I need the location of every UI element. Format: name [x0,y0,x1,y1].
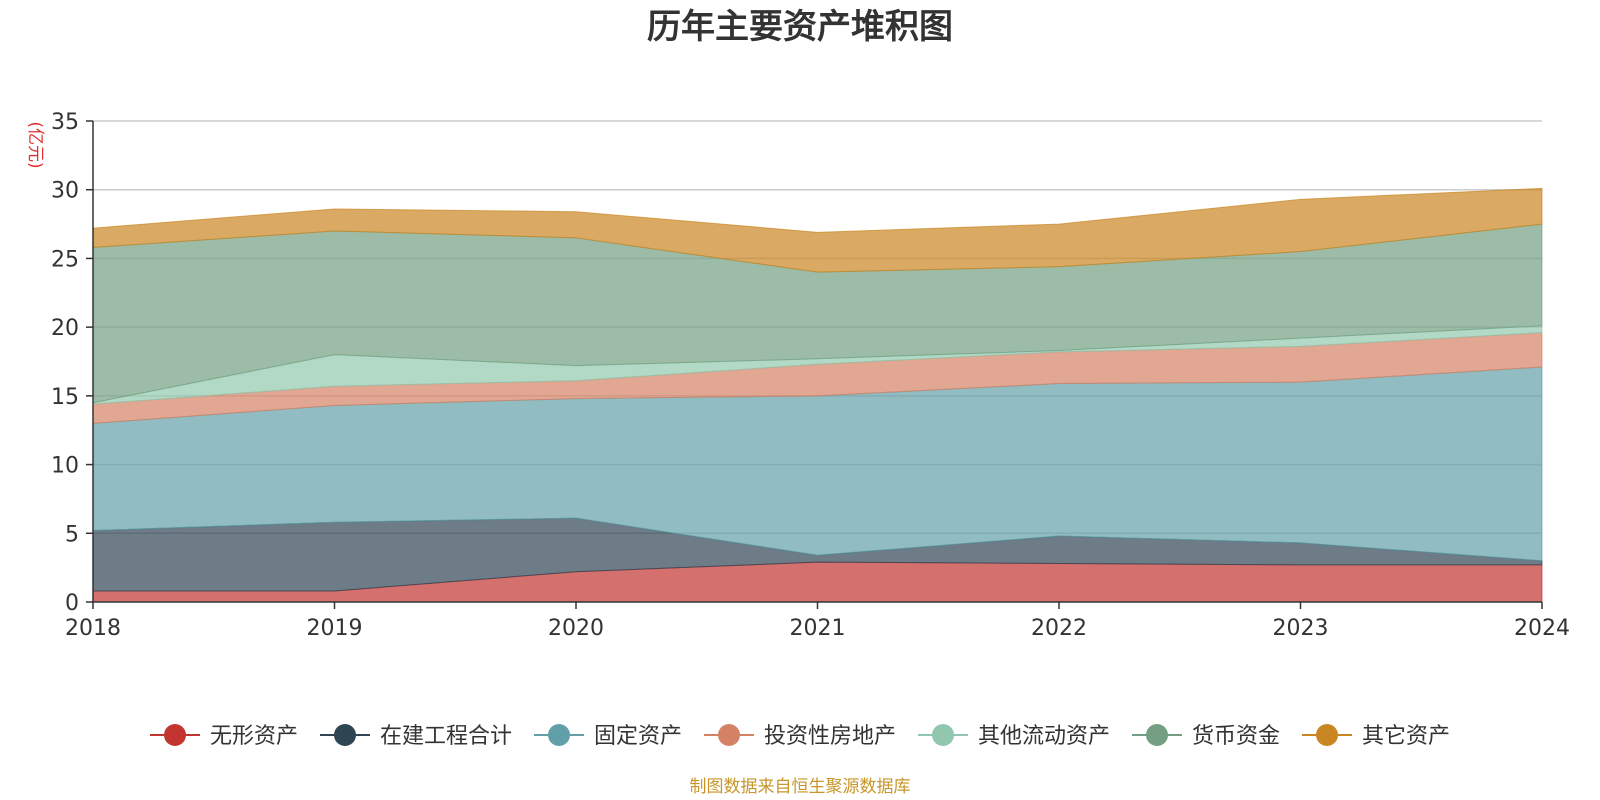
y-tick-label: 30 [51,179,79,204]
legend-marker-circle-icon [718,724,740,746]
axes: 0 5 10 15 20 25 30 35 2018 2019 2020 2021 2022 2023 20… [51,110,1570,641]
legend-marker-circle-icon [548,724,570,746]
legend-marker-circle-icon [334,724,356,746]
y-tick-label: 35 [51,110,79,135]
legend-label: 无形资产 [210,724,298,749]
data-source-note: 制图数据来自恒生聚源数据库 [690,777,911,797]
x-tick-label: 2018 [65,616,121,641]
legend-marker-circle-icon [1316,724,1338,746]
x-tick-label: 2022 [1031,616,1087,641]
y-tick-label: 10 [51,454,79,479]
x-tick-label: 2024 [1514,616,1570,641]
legend-marker-circle-icon [1146,724,1168,746]
legend-item-2[interactable]: 在建工程合计 [320,724,512,749]
legend-marker-circle-icon [164,724,186,746]
legend-item-7[interactable]: 其它资产 [1302,724,1450,749]
legend-label: 其它资产 [1362,724,1450,749]
legend-item-4[interactable]: 投资性房地产 [704,724,896,749]
x-tick-label: 2019 [307,616,363,641]
legend-marker-circle-icon [932,724,954,746]
y-tick-label: 0 [65,591,79,616]
x-tick-label: 2020 [548,616,604,641]
legend-label: 固定资产 [594,724,682,749]
legend-item-3[interactable]: 固定资产 [534,724,682,749]
y-tick-label: 5 [65,522,79,547]
y-tick-label: 25 [51,247,79,272]
legend-label: 货币资金 [1192,724,1280,749]
legend: 无形资产 在建工程合计 固定资产 投资性房地产 其他流动资产 货币资金 其它资产 [150,724,1450,749]
legend-label: 其他流动资产 [978,724,1110,749]
x-tick-label: 2021 [790,616,846,641]
y-tick-label: 15 [51,385,79,410]
y-tick-label: 20 [51,316,79,341]
legend-item-6[interactable]: 货币资金 [1132,724,1280,749]
area-series-group [92,187,1543,603]
area-series-7 [92,187,1543,273]
y-axis-unit-label: (亿元) [25,121,45,168]
chart-title: 历年主要资产堆积图 [647,7,953,47]
legend-label: 在建工程合计 [380,724,512,749]
legend-item-1[interactable]: 无形资产 [150,724,298,749]
x-tick-label: 2023 [1273,616,1329,641]
legend-item-5[interactable]: 其他流动资产 [918,724,1110,749]
legend-label: 投资性房地产 [764,724,896,749]
